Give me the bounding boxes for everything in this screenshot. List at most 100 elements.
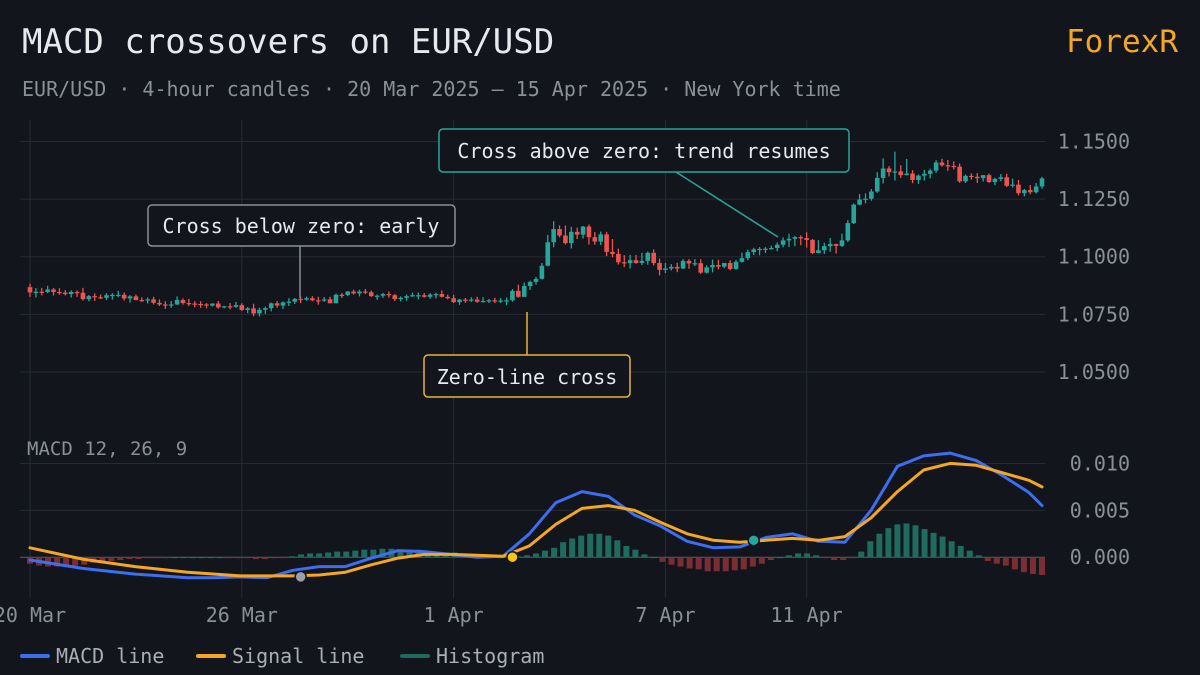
candle-body xyxy=(957,166,962,182)
histogram-bar xyxy=(153,557,160,559)
candle-body xyxy=(545,242,551,266)
candle-body xyxy=(686,260,692,264)
histogram-bar xyxy=(605,535,612,558)
candle-body xyxy=(204,304,209,306)
candle-body xyxy=(533,278,539,282)
candle-body xyxy=(251,308,256,314)
histogram-bar xyxy=(1029,557,1036,575)
histogram-bar xyxy=(225,557,232,559)
histogram-bar xyxy=(569,538,576,558)
candle-body xyxy=(468,299,474,301)
candle-body xyxy=(368,292,374,297)
histogram-bar xyxy=(551,547,558,558)
candle-body xyxy=(380,294,386,296)
candle-body xyxy=(74,291,80,294)
price-y-tick-label: 1.1250 xyxy=(1058,187,1130,211)
candle-body xyxy=(110,294,115,296)
candle-body xyxy=(410,295,415,297)
candle-body xyxy=(757,248,762,251)
histogram-bar xyxy=(767,557,774,560)
histogram-bar xyxy=(966,550,973,558)
crossover-marker-early xyxy=(294,570,307,584)
histogram-bar xyxy=(876,533,883,558)
candle-body xyxy=(963,175,968,182)
price-y-tick-label: 1.1500 xyxy=(1058,130,1130,154)
histogram-bar xyxy=(939,536,946,558)
histogram-bar xyxy=(786,555,792,558)
candle-body xyxy=(392,295,398,300)
histogram-bar xyxy=(379,548,386,558)
histogram-bar xyxy=(1011,557,1018,570)
candle-body xyxy=(916,175,921,181)
candle-body xyxy=(727,262,733,269)
histogram-bar xyxy=(930,532,937,558)
candle-body xyxy=(810,239,815,254)
histogram-bar xyxy=(533,553,539,558)
histogram-bar xyxy=(650,557,657,559)
x-tick-label: 7 Apr xyxy=(635,603,695,627)
candle-body xyxy=(151,299,156,303)
histogram-bar xyxy=(560,542,567,558)
candle-body xyxy=(304,298,309,300)
callout-early-text: Cross below zero: early xyxy=(163,214,440,238)
candle-body xyxy=(180,300,186,304)
candle-body xyxy=(680,260,686,269)
histogram-bar xyxy=(298,554,305,558)
candle-body xyxy=(845,223,851,241)
candle-body xyxy=(833,244,839,246)
candle-body xyxy=(792,237,798,239)
candle-body xyxy=(692,263,698,265)
candle-body xyxy=(780,240,786,245)
candle-body xyxy=(386,294,392,296)
histogram-bar xyxy=(758,557,765,564)
histogram-bar xyxy=(54,557,61,567)
candle-body xyxy=(145,299,150,301)
crossover-marker-zero xyxy=(506,550,519,564)
candle-body xyxy=(927,170,933,174)
price-y-tick-label: 1.1000 xyxy=(1058,245,1130,269)
candle-body xyxy=(510,290,515,301)
candle-body xyxy=(280,302,286,306)
histogram-bar xyxy=(885,528,892,558)
candle-body xyxy=(504,300,509,302)
candle-body xyxy=(257,309,262,314)
histogram-bar xyxy=(352,550,359,558)
histogram-bar xyxy=(1002,557,1009,566)
candle-body xyxy=(633,260,639,263)
histogram-bar xyxy=(252,557,259,560)
histogram-bar xyxy=(704,557,711,572)
macd-y-tick-label: 0.005 xyxy=(1070,498,1130,522)
legend-signal: Signal line xyxy=(196,643,364,669)
price-y-tick-label: 1.0750 xyxy=(1058,302,1130,326)
candle-body xyxy=(139,300,145,302)
candle-body xyxy=(827,244,833,247)
candle-body xyxy=(874,177,880,192)
candle-body xyxy=(416,295,421,297)
histogram-bar xyxy=(415,549,422,558)
candle-body xyxy=(215,303,221,308)
candle-body xyxy=(210,303,215,306)
histogram-bar xyxy=(804,553,811,558)
candle-body xyxy=(1039,178,1045,187)
legend-signal-swatch xyxy=(196,654,226,658)
histogram-bar xyxy=(117,557,124,560)
histogram-bar xyxy=(993,557,1000,564)
candle-body xyxy=(427,294,433,297)
legend-histogram: Histogram xyxy=(400,643,544,669)
candle-body xyxy=(451,298,456,303)
legend-macd: MACD line xyxy=(20,643,164,669)
callout-trend-resumes-box xyxy=(438,128,850,173)
candle-body xyxy=(292,298,298,302)
histogram-bar xyxy=(72,557,79,566)
candle-body xyxy=(980,175,986,179)
candle-body xyxy=(786,238,792,241)
histogram-bar xyxy=(280,557,286,559)
candle-body xyxy=(710,265,715,268)
candle-body xyxy=(527,281,533,287)
histogram-bar xyxy=(596,533,603,558)
candle-body xyxy=(1022,190,1027,194)
candle-body xyxy=(1010,184,1015,186)
candle-body xyxy=(298,298,303,301)
candle-body xyxy=(39,291,45,293)
candle-body xyxy=(363,291,368,293)
